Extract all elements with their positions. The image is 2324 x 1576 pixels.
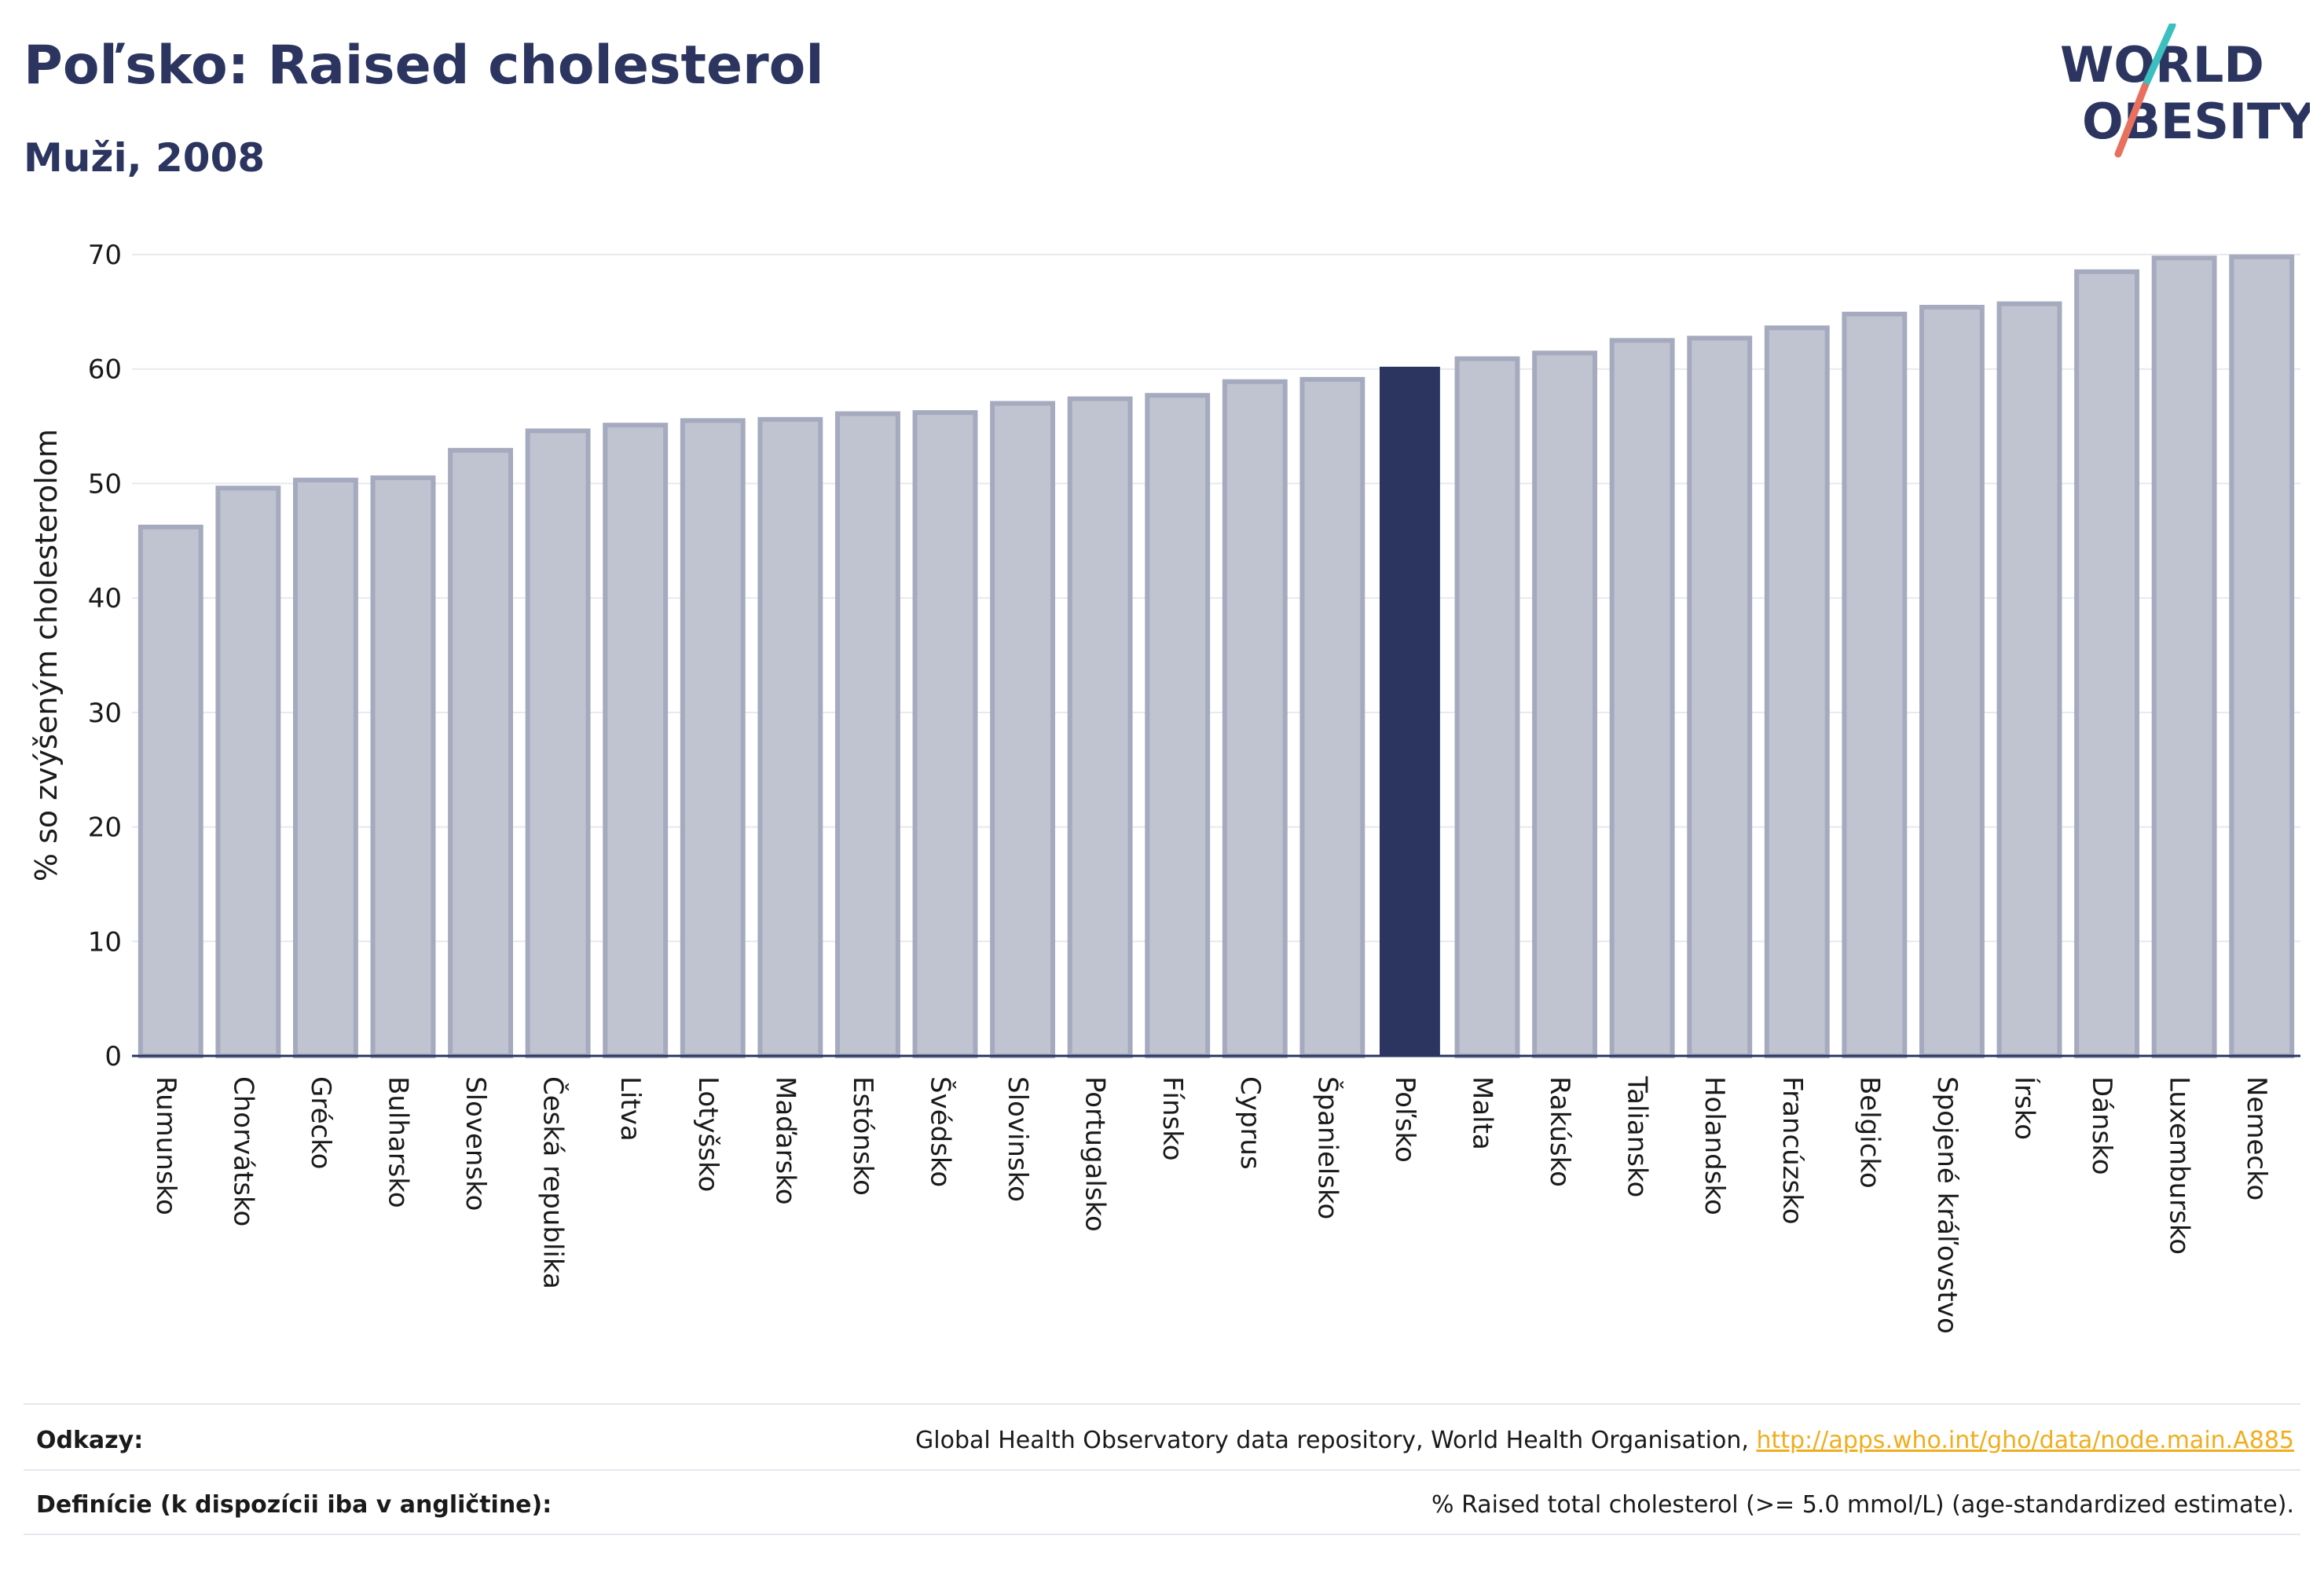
x-tick-label: Luxembursko (2164, 1076, 2195, 1255)
bar-24 (1996, 301, 2062, 1058)
sources-value: Global Health Observatory data repositor… (915, 1427, 2294, 1454)
x-tick-label: Slovinsko (1002, 1076, 1033, 1202)
bar-25 (2074, 269, 2140, 1059)
x-tick-label: Bulharsko (383, 1076, 414, 1208)
bar-chart: 0 10 20 30 40 50 60 70 Rumunsko Chorvátsko Grécko… (29, 240, 2300, 1334)
bar-12 (1067, 396, 1133, 1059)
bar-8 (757, 416, 823, 1058)
y-tick-label: 60 (88, 354, 122, 386)
bar-27 (2229, 254, 2295, 1058)
y-tick-label: 20 (88, 812, 122, 844)
x-tick-label: Malta (1467, 1076, 1498, 1150)
bar-0 (137, 524, 203, 1058)
bar-13 (1145, 393, 1211, 1058)
bar-20 (1687, 335, 1753, 1059)
x-tick-label: Spojené kráľovstvo (1931, 1076, 1963, 1334)
y-tick-label: 70 (88, 240, 122, 271)
bar-11 (990, 401, 1056, 1058)
x-tick-label: Španielsko (1311, 1076, 1343, 1219)
x-tick-label: Švédsko (925, 1076, 957, 1187)
bar-26 (2151, 255, 2217, 1059)
x-tick-label: Česká republika (537, 1076, 570, 1289)
bar-6 (603, 423, 669, 1058)
bar-2 (292, 478, 358, 1058)
y-tick-label: 10 (88, 926, 122, 958)
y-tick-label: 40 (88, 583, 122, 614)
x-tick-label: Rumunsko (150, 1076, 181, 1215)
x-tick-label: Grécko (305, 1076, 336, 1169)
bar-10 (912, 410, 978, 1058)
x-tick-label: Fínsko (1157, 1076, 1188, 1161)
x-tick-label: Rakúsko (1544, 1076, 1575, 1187)
footer-divider-bottom (24, 1534, 2300, 1535)
bar-9 (834, 411, 900, 1058)
bar-23 (1919, 305, 1985, 1058)
y-tick-label: 30 (88, 698, 122, 729)
bar-22 (1842, 311, 1908, 1058)
x-tick-label: Lotyšsko (692, 1076, 724, 1192)
footer-divider-top (24, 1403, 2300, 1405)
bar-18 (1532, 350, 1598, 1059)
bar-15 (1299, 376, 1365, 1059)
bar-7 (680, 418, 746, 1058)
logo-slash-top (2141, 24, 2176, 90)
bar-5 (525, 428, 591, 1058)
x-tick-label: Dánsko (2086, 1076, 2117, 1175)
x-tick-label: Írsko (2009, 1076, 2041, 1140)
footer-divider-middle (24, 1469, 2300, 1471)
x-axis-labels: Rumunsko Chorvátsko Grécko Bulharsko Slovens… (150, 1076, 2272, 1334)
y-axis-ticks: 0 10 20 30 40 50 60 70 (88, 240, 122, 1072)
x-tick-label: Portugalsko (1080, 1076, 1111, 1232)
chart-subtitle: Muži, 2008 (24, 135, 266, 181)
world-obesity-logo: WORLD OBESITY (2060, 24, 2310, 158)
sources-link[interactable]: http://apps.who.int/gho/data/node.main.A… (1756, 1427, 2294, 1454)
y-tick-label: 50 (88, 468, 122, 500)
bar-1 (215, 486, 281, 1058)
definitions-value: % Raised total cholesterol (>= 5.0 mmol/… (1431, 1491, 2294, 1519)
x-tick-label: Poľsko (1389, 1076, 1420, 1163)
bar-14 (1222, 379, 1288, 1058)
x-tick-label: Litva (614, 1076, 646, 1142)
x-tick-label: Francúzsko (1776, 1076, 1808, 1225)
logo-slash-bottom (2114, 82, 2149, 158)
y-axis-label: % so zvýšeným cholesterolom (29, 429, 64, 881)
y-tick-label: 0 (104, 1041, 122, 1072)
x-tick-label: Maďarsko (769, 1076, 801, 1205)
x-tick-label: Slovensko (460, 1076, 491, 1211)
bar-16 (1379, 366, 1440, 1056)
sources-text: Global Health Observatory data repositor… (915, 1427, 1757, 1454)
x-tick-label: Taliansko (1622, 1076, 1653, 1197)
x-tick-label: Holandsko (1699, 1076, 1730, 1215)
bar-19 (1609, 338, 1675, 1058)
bars (137, 254, 2295, 1059)
x-tick-label: Cyprus (1234, 1076, 1266, 1170)
definitions-label: Definície (k dispozícii iba v angličtine… (36, 1491, 552, 1519)
x-tick-label: Estónsko (847, 1076, 878, 1196)
chart-title: Poľsko: Raised cholesterol (24, 35, 824, 97)
x-tick-label: Nemecko (2241, 1076, 2272, 1200)
bar-17 (1454, 356, 1520, 1059)
x-tick-label: Belgicko (1853, 1076, 1885, 1189)
bar-3 (370, 475, 436, 1058)
bar-4 (448, 448, 514, 1058)
bar-21 (1764, 325, 1830, 1058)
sources-label: Odkazy: (36, 1427, 144, 1454)
x-tick-label: Chorvátsko (227, 1076, 258, 1226)
